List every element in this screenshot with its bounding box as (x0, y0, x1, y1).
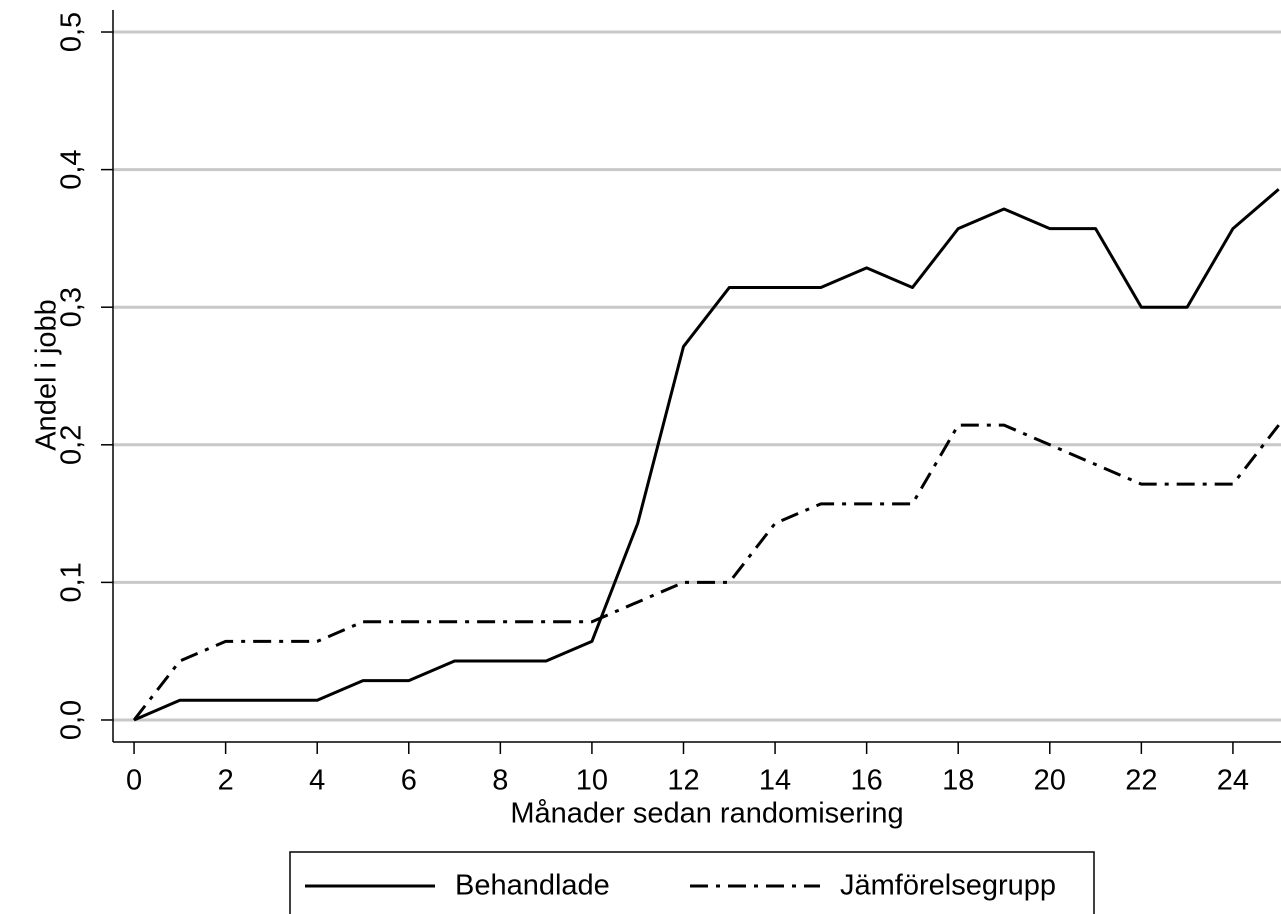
legend-label: Behandlade (455, 870, 610, 902)
x-tick-label: 4 (309, 765, 325, 797)
x-tick-label: 8 (492, 765, 508, 797)
y-axis-label: Andel i jobb (31, 299, 63, 451)
series-line (132, 423, 1280, 721)
x-tick-label: 16 (851, 765, 883, 797)
x-tick-label: 0 (126, 765, 142, 797)
y-tick-label: 0,3 (56, 287, 88, 327)
x-tick-label: 6 (401, 765, 417, 797)
x-tick-label: 24 (1217, 765, 1249, 797)
x-tick-label: 18 (942, 765, 974, 797)
legend-label: Jämförelsegrupp (840, 870, 1056, 902)
series-line (133, 188, 1280, 722)
y-tick-label: 0,4 (56, 149, 88, 189)
x-tick-label: 20 (1034, 765, 1066, 797)
x-tick-label: 2 (218, 765, 234, 797)
x-axis-label: Månader sedan randomisering (510, 798, 903, 830)
x-tick-label: 14 (759, 765, 791, 797)
x-tick-label: 12 (667, 765, 699, 797)
y-tick-label: 0,1 (56, 562, 88, 602)
legend-box (289, 851, 1095, 914)
x-tick-label: 22 (1125, 765, 1157, 797)
y-tick-label: 0,0 (56, 700, 88, 740)
x-tick-label: 10 (576, 765, 608, 797)
y-tick-label: 0,2 (56, 425, 88, 465)
y-tick-label: 0,5 (56, 12, 88, 52)
